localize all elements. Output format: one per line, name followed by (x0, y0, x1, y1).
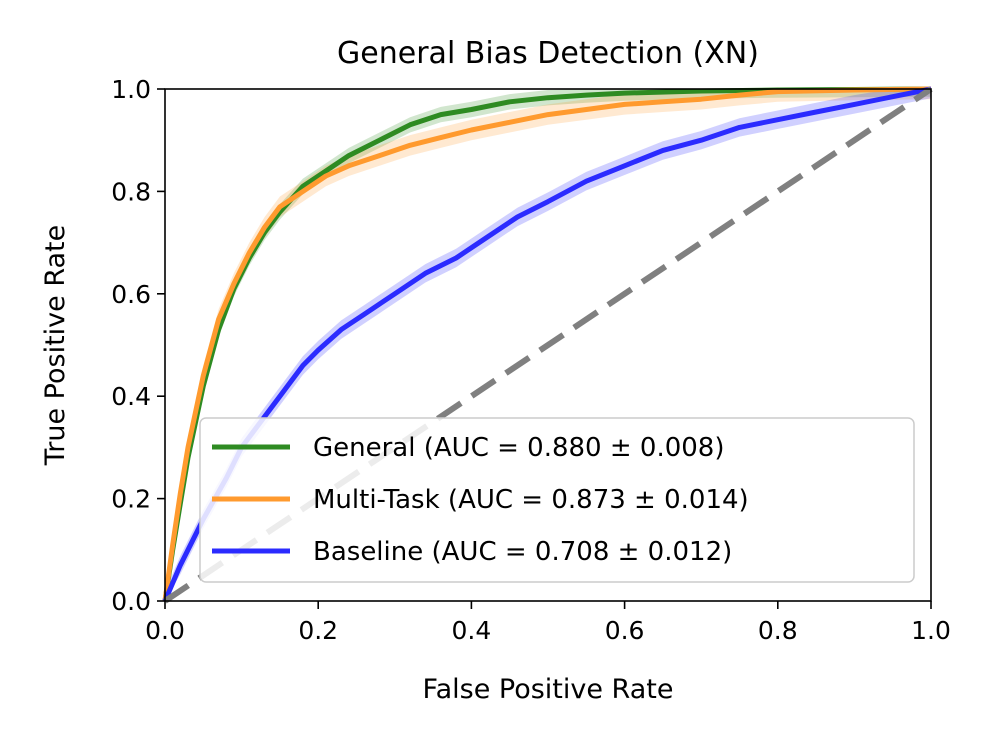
legend-label-1: Multi-Task (AUC = 0.873 ± 0.014) (313, 485, 749, 515)
y-tick-label-3: 0.6 (111, 280, 151, 309)
y-tick-label-0: 0.0 (111, 587, 151, 616)
series-line-1 (162, 86, 932, 602)
plot-frame (164, 88, 932, 602)
x-tick-label-0: 0.0 (145, 616, 185, 645)
y-tick-label-5: 1.0 (111, 75, 151, 104)
x-tick-label-4: 0.8 (758, 616, 798, 645)
x-axis-label: False Positive Rate (423, 674, 674, 705)
x-tick-label-3: 0.6 (605, 616, 645, 645)
chart-title: General Bias Detection (XN) (337, 36, 759, 71)
axis-ticks: 0.0 0.2 0.4 0.6 0.8 1.0 0.0 0.2 0.4 0.6 0.8 1.0 (111, 75, 951, 645)
legend-label-0: General (AUC = 0.880 ± 0.008) (313, 433, 724, 463)
confidence-band-2 (165, 89, 931, 601)
legend-label-2: Baseline (AUC = 0.708 ± 0.012) (313, 537, 732, 567)
legend-box (199, 417, 915, 583)
legend: General (AUC = 0.880 ± 0.008) Multi-Task … (199, 417, 915, 583)
chance-line (163, 86, 933, 604)
y-tick-label-4: 0.8 (111, 177, 151, 206)
x-tick-label-5: 1.0 (911, 616, 951, 645)
y-tick-label-1: 0.2 (111, 485, 151, 514)
y-tick-label-2: 0.4 (111, 382, 151, 411)
confidence-bands (165, 89, 931, 601)
x-tick-label-2: 0.4 (452, 616, 492, 645)
y-axis-label: True Positive Rate (40, 225, 71, 467)
x-tick-label-1: 0.2 (298, 616, 338, 645)
